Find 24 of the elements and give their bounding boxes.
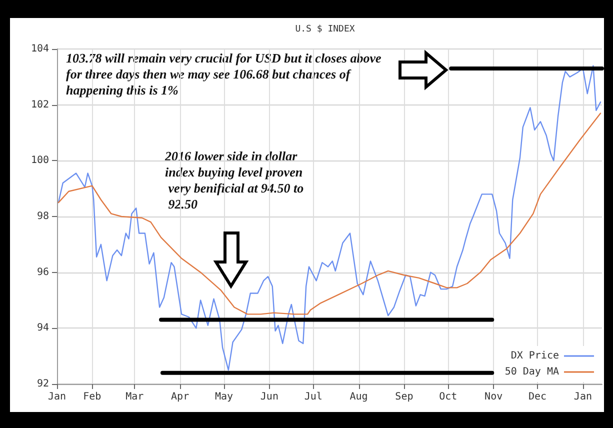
chart-title: U.S $ INDEX bbox=[295, 24, 356, 34]
y-tick-label: 94 bbox=[36, 322, 49, 334]
x-tick-label: Oct bbox=[439, 392, 458, 402]
x-tick-label: Jan bbox=[48, 392, 66, 402]
y-tick-label: 98 bbox=[36, 211, 49, 222]
x-tick-label: Nov bbox=[484, 392, 503, 402]
x-tick-label: May bbox=[214, 392, 234, 402]
y-tick-label: 96 bbox=[36, 266, 49, 278]
x-tick-label: Jul bbox=[304, 392, 322, 402]
x-tick-label: Sep bbox=[395, 392, 414, 402]
x-tick-label: Mar bbox=[126, 392, 144, 402]
x-tick-label: Apr bbox=[171, 392, 190, 402]
y-tick-label: 100 bbox=[30, 155, 49, 166]
y-tick-label: 102 bbox=[30, 99, 49, 110]
y-tick-label: 92 bbox=[36, 378, 49, 390]
x-tick-label: Aug bbox=[350, 392, 368, 402]
legend-label: DX Price bbox=[510, 350, 559, 362]
line-series bbox=[58, 112, 602, 315]
legend-label: 50 Day MA bbox=[504, 366, 559, 378]
y-tick-label: 104 bbox=[30, 44, 49, 54]
x-tick-label: Jun bbox=[260, 392, 278, 402]
x-tick-label: Jan bbox=[574, 392, 592, 402]
x-tick-label: Dec bbox=[528, 392, 547, 402]
x-tick-label: Feb bbox=[83, 392, 102, 402]
